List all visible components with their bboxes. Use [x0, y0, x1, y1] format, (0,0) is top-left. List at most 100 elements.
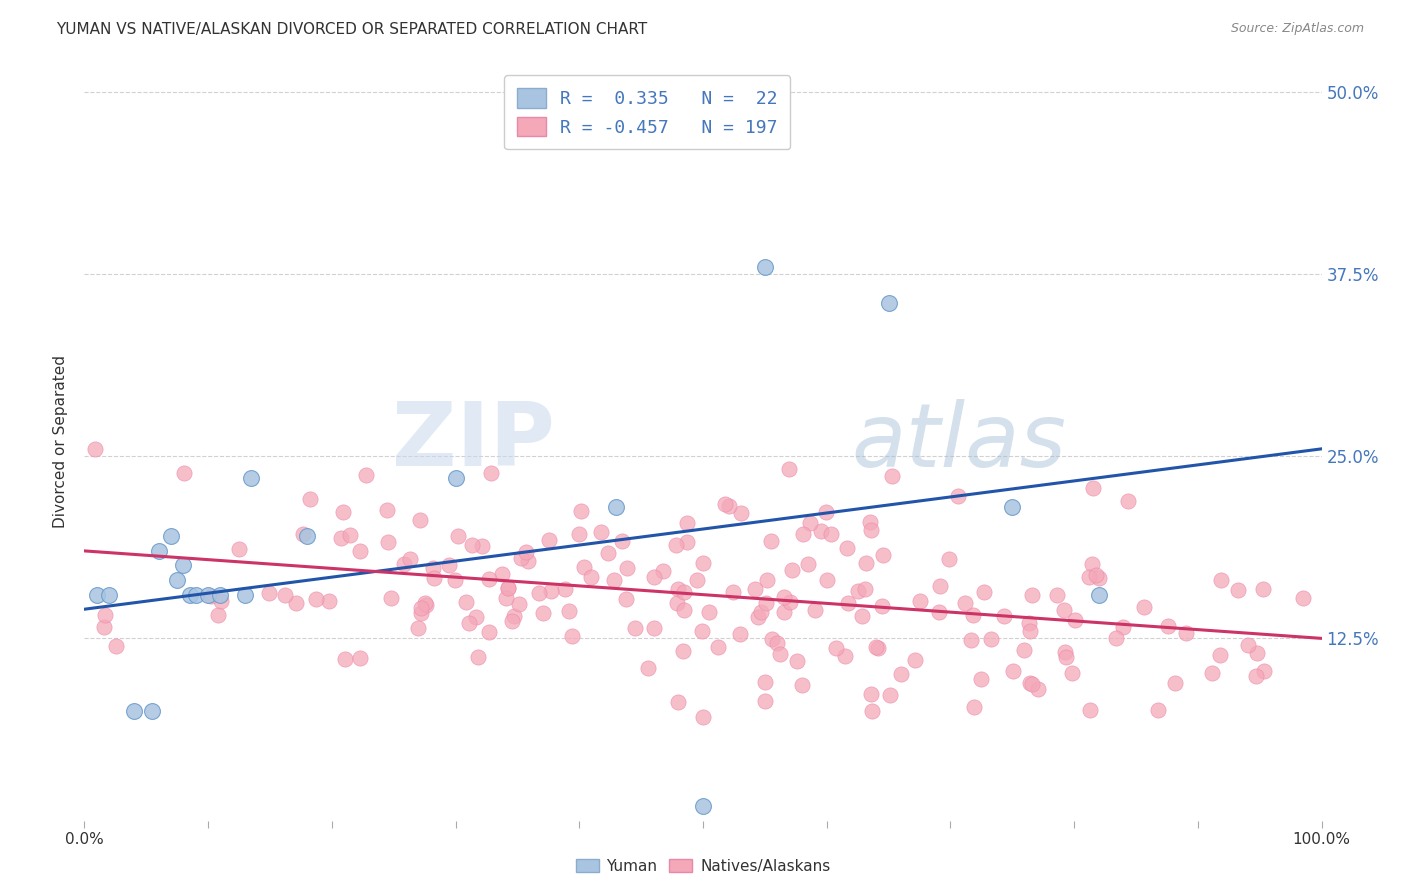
Point [1112, 620, 1135, 634]
Point [820, 526, 842, 541]
Point [1157, 619, 1180, 633]
Point [491, 566, 513, 581]
Point [318, 594, 340, 608]
Point [94, 607, 117, 622]
Point [666, 582, 689, 596]
Point [409, 606, 432, 620]
Point [415, 598, 437, 612]
Point [714, 497, 737, 511]
Point [754, 260, 776, 274]
Point [908, 593, 931, 607]
Point [98, 588, 121, 602]
Point [516, 554, 538, 568]
Point [1001, 500, 1024, 515]
Point [233, 588, 256, 602]
Point [973, 585, 995, 599]
Point [754, 694, 776, 708]
Point [496, 581, 519, 595]
Point [299, 491, 322, 506]
Point [1209, 648, 1232, 662]
Point [804, 602, 827, 616]
Point [779, 595, 801, 609]
Point [643, 570, 665, 584]
Point [1081, 558, 1104, 572]
Point [478, 572, 501, 586]
Point [409, 513, 432, 527]
Point [970, 672, 993, 686]
Point [335, 652, 357, 666]
Point [772, 591, 794, 605]
Point [879, 688, 901, 702]
Point [780, 563, 803, 577]
Point [855, 557, 877, 571]
Point [877, 296, 900, 310]
Point [880, 468, 903, 483]
Text: ZIP: ZIP [392, 398, 554, 485]
Point [444, 574, 467, 588]
Point [172, 558, 194, 573]
Point [1175, 626, 1198, 640]
Point [797, 558, 820, 572]
Point [456, 595, 478, 609]
Point [755, 596, 778, 610]
Point [872, 549, 894, 563]
Point [1078, 569, 1101, 583]
Point [744, 582, 766, 596]
Point [406, 621, 429, 635]
Point [148, 544, 170, 558]
Point [257, 585, 280, 599]
Point [799, 516, 821, 531]
Point [928, 605, 950, 619]
Point [672, 585, 695, 599]
Point [792, 526, 814, 541]
Point [815, 573, 838, 587]
Point [211, 594, 233, 608]
Point [697, 605, 720, 619]
Point [508, 597, 530, 611]
Legend: R =  0.335   N =  22, R = -0.457   N = 197: R = 0.335 N = 22, R = -0.457 N = 197 [505, 75, 790, 149]
Point [868, 641, 890, 656]
Point [692, 556, 714, 570]
Point [501, 614, 523, 628]
Point [652, 564, 675, 578]
Point [1116, 494, 1139, 508]
Point [938, 551, 960, 566]
Point [1062, 665, 1084, 680]
Point [398, 552, 420, 566]
Point [754, 674, 776, 689]
Point [605, 500, 627, 515]
Point [963, 699, 986, 714]
Point [761, 632, 783, 646]
Point [1018, 615, 1040, 630]
Point [859, 515, 882, 529]
Text: YUMAN VS NATIVE/ALASKAN DIVORCED OR SEPARATED CORRELATION CHART: YUMAN VS NATIVE/ALASKAN DIVORCED OR SEPA… [56, 22, 648, 37]
Point [1054, 649, 1077, 664]
Point [409, 600, 432, 615]
Point [747, 609, 769, 624]
Point [339, 528, 361, 542]
Point [458, 616, 481, 631]
Point [778, 462, 800, 476]
Text: atlas: atlas [852, 399, 1066, 484]
Point [756, 573, 779, 587]
Point [200, 589, 222, 603]
Point [332, 505, 354, 519]
Point [993, 609, 1015, 624]
Point [228, 541, 250, 556]
Point [515, 545, 537, 559]
Point [141, 704, 163, 718]
Point [610, 533, 633, 548]
Point [1021, 588, 1043, 602]
Point [1054, 645, 1077, 659]
Point [721, 585, 744, 599]
Point [1021, 677, 1043, 691]
Point [637, 661, 659, 675]
Point [86, 588, 108, 602]
Point [759, 533, 782, 548]
Point [467, 650, 489, 665]
Point [160, 529, 183, 543]
Point [349, 544, 371, 558]
Point [786, 654, 808, 668]
Point [870, 599, 893, 614]
Point [558, 604, 581, 618]
